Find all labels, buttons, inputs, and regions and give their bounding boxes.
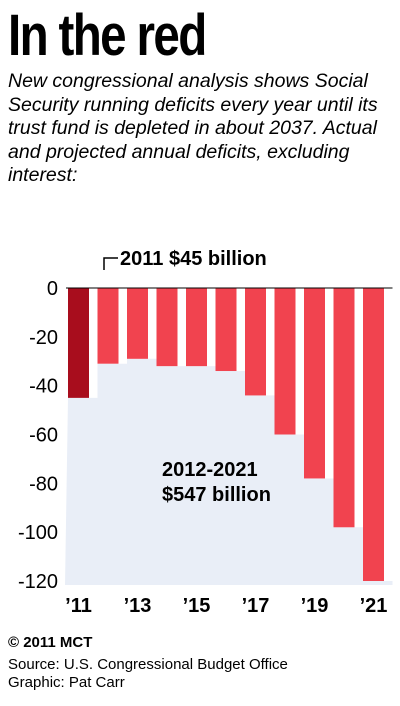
y-tick-label: -80	[29, 473, 58, 495]
x-tick-label: ’11	[65, 595, 92, 617]
footer: © 2011 MCT Source: U.S. Congressional Bu…	[8, 634, 288, 692]
y-axis-labels: 0 -20 -40 -60 -80 -100 -120	[18, 278, 58, 593]
copyright: © 2011 MCT	[8, 634, 93, 651]
y-tick-label: -40	[29, 376, 58, 398]
annotation-bracket	[103, 257, 118, 270]
x-tick-label: ’15	[183, 595, 211, 617]
x-tick-label: ’13	[124, 595, 152, 617]
bar-'12	[97, 288, 119, 364]
x-tick-label: ’21	[360, 595, 388, 617]
graphic-credit: Graphic: Pat Carr	[8, 674, 125, 691]
bar-'14	[156, 288, 178, 367]
x-tick-label: ’17	[242, 595, 270, 617]
annotation-actual: 2011 $45 billion	[120, 248, 267, 270]
bar-chart: 0 -20 -40 -60 -80 -100 -120 ’11 ’13 ’15 ’17 ’19 ’21…	[18, 248, 393, 617]
x-tick-label: ’19	[301, 595, 329, 617]
y-tick-label: -120	[18, 571, 58, 593]
chart-subtitle: New congressional analysis shows Social …	[8, 70, 378, 186]
annotation-projected-period: 2012-2021	[162, 459, 258, 481]
y-tick-label: -20	[29, 327, 58, 349]
bar-'19	[304, 288, 325, 479]
y-tick-label: -60	[29, 425, 58, 447]
x-axis-labels: ’11 ’13 ’15 ’17 ’19 ’21	[65, 595, 387, 617]
bar-'15	[186, 288, 207, 367]
bar-'13	[127, 288, 148, 359]
bar-'21	[363, 288, 384, 581]
chart-title: In the red	[8, 3, 207, 68]
bar-'11	[68, 288, 89, 398]
y-tick-label: 0	[47, 278, 58, 300]
bar-'17	[245, 288, 266, 396]
bar-'16	[215, 288, 237, 372]
bars-group	[68, 288, 384, 581]
bar-'18	[274, 288, 296, 435]
source-line: Source: U.S. Congressional Budget Office	[8, 656, 288, 673]
annotation-projected-total: $547 billion	[162, 484, 271, 506]
bar-'20	[333, 288, 355, 528]
y-tick-label: -100	[18, 522, 58, 544]
background-shade	[65, 358, 393, 585]
